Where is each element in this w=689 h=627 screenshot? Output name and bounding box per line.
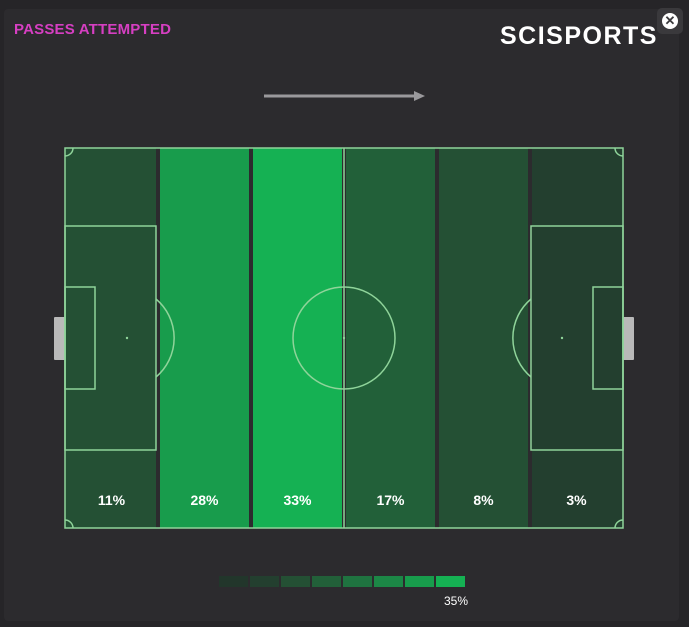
scale-step-1: [219, 576, 248, 587]
zone-label-2: 28%: [190, 492, 219, 508]
color-scale: [219, 576, 465, 587]
direction-arrow: [264, 91, 425, 101]
scale-step-7: [405, 576, 434, 587]
close-icon: ✕: [662, 13, 678, 29]
zone-6: [532, 148, 623, 528]
pitch-spots: [125, 336, 564, 340]
scale-max-label: 35%: [444, 594, 469, 608]
scale-step-3: [281, 576, 310, 587]
zone-1: [65, 148, 156, 528]
left-goal: [54, 317, 65, 360]
zone-3: [253, 148, 342, 528]
scale-step-5: [343, 576, 372, 587]
zone-label-4: 17%: [376, 492, 405, 508]
zone-label-1: 11%: [98, 492, 126, 508]
zone-5: [439, 148, 528, 528]
scale-step-4: [312, 576, 341, 587]
zone-2: [160, 148, 249, 528]
zone-label-6: 3%: [566, 492, 587, 508]
scale-step-8: [436, 576, 465, 587]
chart-title: PASSES ATTEMPTED: [14, 21, 172, 38]
pitch-lines: [64, 147, 624, 529]
scale-step-2: [250, 576, 279, 587]
right-goal: [623, 317, 634, 360]
zone-label-5: 8%: [473, 492, 494, 508]
zone-label-3: 33%: [283, 492, 312, 508]
scale-step-6: [374, 576, 403, 587]
zone-4: [346, 148, 435, 528]
brand-logo: SCISPORTS: [500, 22, 658, 50]
close-button[interactable]: ✕: [657, 8, 683, 34]
